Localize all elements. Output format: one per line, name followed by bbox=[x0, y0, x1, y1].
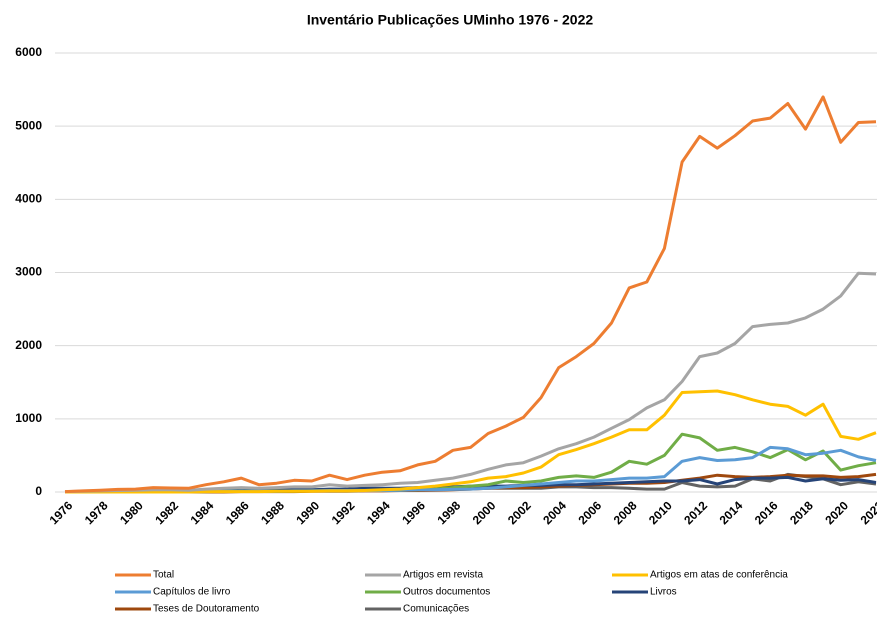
y-tick-label: 5000 bbox=[15, 118, 42, 132]
x-tick-label: 1994 bbox=[364, 498, 393, 527]
x-tick-label: 2010 bbox=[646, 498, 675, 527]
y-tick-label: 3000 bbox=[15, 265, 42, 279]
x-tick-label: 1980 bbox=[117, 498, 146, 527]
x-tick-label: 1982 bbox=[152, 498, 181, 527]
x-tick-label: 1998 bbox=[434, 498, 463, 527]
y-tick-label: 1000 bbox=[15, 411, 42, 425]
y-tick-label: 0 bbox=[35, 484, 42, 498]
x-tick-label: 2012 bbox=[681, 498, 710, 527]
x-tick-label: 2008 bbox=[611, 498, 640, 527]
series-line bbox=[64, 95, 877, 494]
x-tick-label: 2022 bbox=[858, 498, 877, 527]
x-tick-label: 2002 bbox=[505, 498, 534, 527]
legend-label: Outros documentos bbox=[403, 587, 490, 598]
x-tick-label: 1976 bbox=[47, 498, 76, 527]
legend-label: Livros bbox=[650, 587, 677, 598]
legend-label: Total bbox=[153, 570, 174, 581]
x-tick-label: 1992 bbox=[329, 498, 358, 527]
series-line bbox=[64, 271, 877, 494]
x-tick-label: 1986 bbox=[223, 498, 252, 527]
y-tick-label: 6000 bbox=[15, 45, 42, 59]
y-tick-label: 2000 bbox=[15, 338, 42, 352]
x-tick-label: 1978 bbox=[82, 498, 111, 527]
legend-label: Capítulos de livro bbox=[153, 587, 231, 598]
x-tick-label: 2016 bbox=[752, 498, 781, 527]
x-tick-label: 2018 bbox=[787, 498, 816, 527]
x-tick-label: 1996 bbox=[399, 498, 428, 527]
legend-label: Artigos em revista bbox=[403, 570, 483, 581]
x-tick-label: 2020 bbox=[822, 498, 851, 527]
x-tick-label: 1984 bbox=[188, 498, 217, 527]
y-tick-label: 4000 bbox=[15, 192, 42, 206]
x-tick-label: 2014 bbox=[717, 498, 746, 527]
series-line bbox=[65, 389, 877, 494]
chart-title: Inventário Publicações UMinho 1976 - 202… bbox=[307, 12, 594, 28]
x-tick-label: 2004 bbox=[540, 498, 569, 527]
x-tick-label: 1988 bbox=[258, 498, 287, 527]
legend-label: Comunicações bbox=[403, 604, 469, 615]
x-tick-label: 2000 bbox=[470, 498, 499, 527]
x-tick-label: 2006 bbox=[575, 498, 604, 527]
series-line bbox=[65, 432, 877, 494]
x-tick-label: 1990 bbox=[293, 498, 322, 527]
legend-label: Teses de Doutoramento bbox=[153, 604, 260, 615]
legend-label: Artigos em atas de conferência bbox=[650, 570, 788, 581]
